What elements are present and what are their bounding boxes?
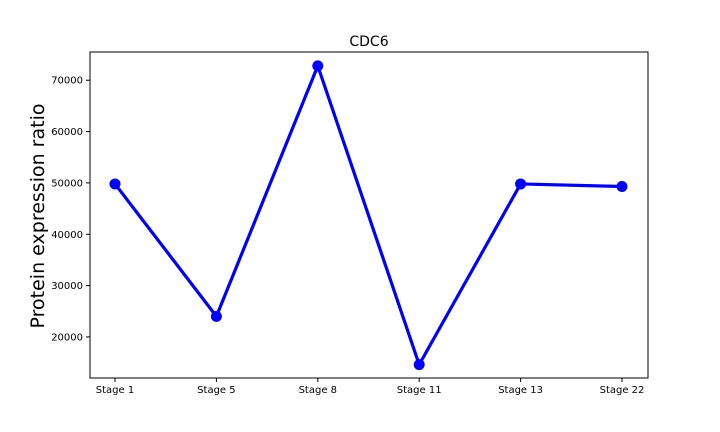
y-axis-ticks: 20000 30000 40000 50000 60000 70000 — [51, 76, 90, 343]
y-tick-label: 30000 — [51, 281, 83, 292]
y-tick-label: 70000 — [51, 76, 83, 87]
y-tick-label: 20000 — [51, 332, 83, 343]
x-tick-label: Stage 1 — [96, 385, 134, 396]
plot-area-border — [89, 51, 649, 379]
x-tick-label: Stage 8 — [299, 385, 337, 396]
data-point — [515, 178, 527, 190]
chart-title: CDC6 — [349, 34, 388, 50]
data-point — [210, 310, 222, 322]
x-tick-label: Stage 22 — [600, 385, 645, 396]
data-point — [616, 181, 628, 193]
y-axis-label: Protein expression ratio — [27, 104, 49, 329]
data-point — [312, 60, 324, 72]
y-tick-label: 50000 — [51, 178, 83, 189]
data-point — [413, 359, 425, 371]
series-line — [113, 64, 624, 367]
axes-frame — [89, 51, 649, 379]
x-axis-ticks: Stage 1 Stage 5 Stage 8 Stage 11 Stage 13 Sta… — [96, 378, 645, 396]
series-layer — [109, 60, 628, 371]
y-tick-label: 60000 — [51, 127, 83, 138]
x-tick-label: Stage 5 — [197, 385, 235, 396]
data-point — [109, 178, 121, 190]
x-tick-label: Stage 13 — [498, 385, 543, 396]
x-tick-label: Stage 11 — [397, 385, 442, 396]
y-tick-label: 40000 — [51, 230, 83, 241]
